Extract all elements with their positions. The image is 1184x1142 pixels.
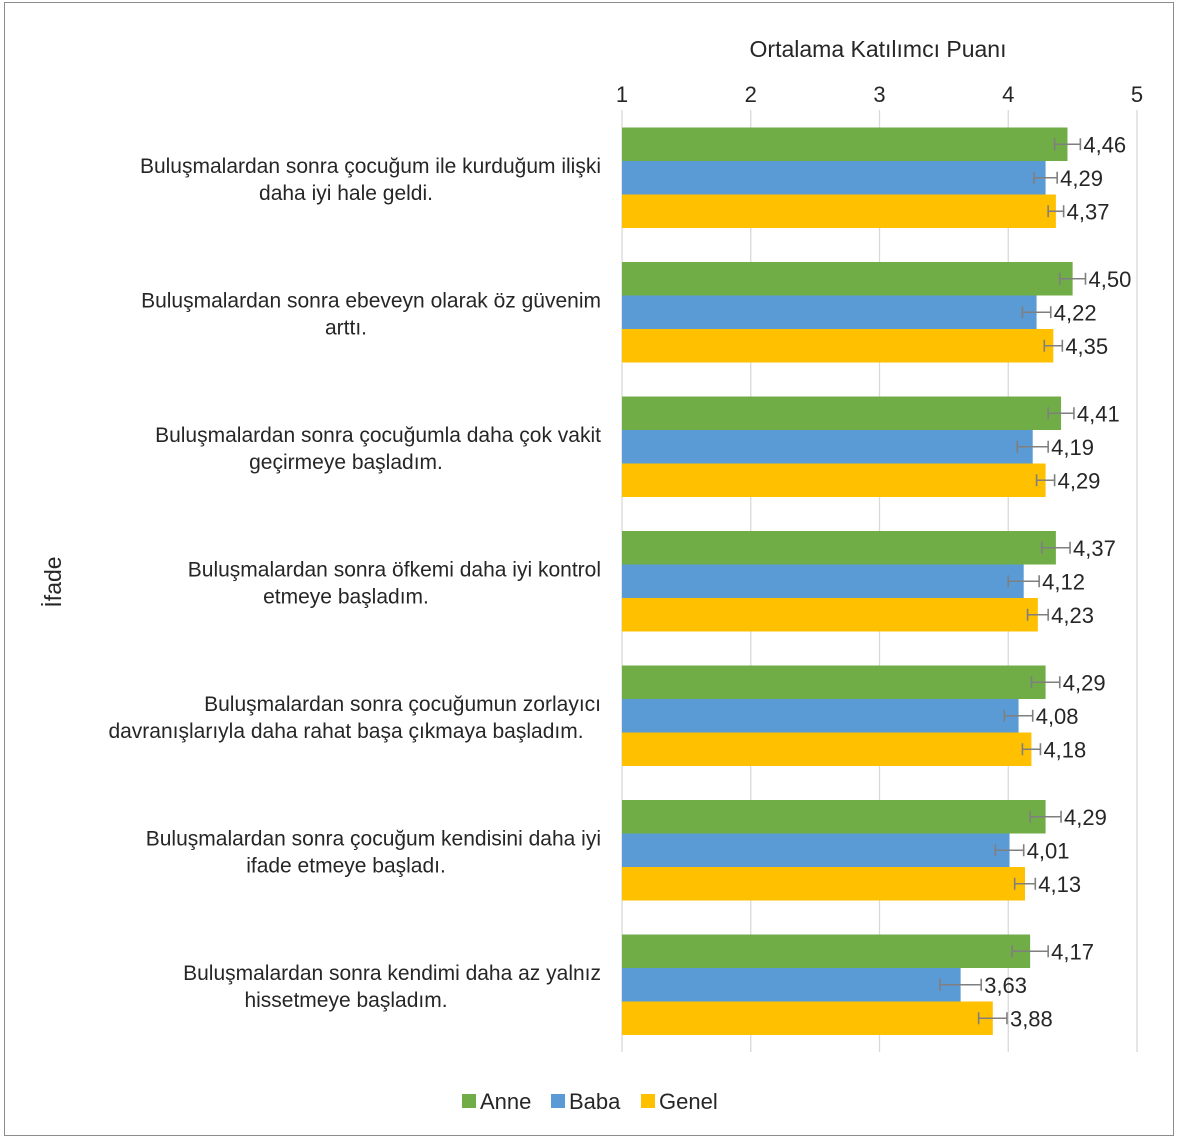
error-bar-anne-6 <box>1029 810 1062 823</box>
error-bar-anne-1 <box>1053 138 1082 151</box>
error-bar-baba-4 <box>1007 575 1040 588</box>
error-bar-anne-2 <box>1058 272 1087 285</box>
category-label-5: Buluşmalardan sonra çocuğumun zorlayıcı d… <box>108 693 601 743</box>
error-bar-anne-3 <box>1047 407 1075 420</box>
value-label-anne-3: 4,41 <box>1077 401 1120 426</box>
error-bar-baba-3 <box>1016 440 1049 453</box>
value-label-genel-3: 4,29 <box>1058 468 1101 493</box>
bar-anne-1 <box>622 127 1068 161</box>
category-label-3: Buluşmalardan sonra çocuğumla daha çok v… <box>155 424 601 474</box>
value-label-baba-3: 4,19 <box>1051 435 1094 460</box>
bar-baba-6 <box>622 833 1010 867</box>
category-label-2: Buluşmalardan sonra ebeveyn olarak öz gü… <box>141 289 601 339</box>
category-label-7: Buluşmalardan sonra kendimi daha az yaln… <box>183 962 601 1012</box>
value-label-genel-2: 4,35 <box>1065 334 1108 359</box>
category-label-4: Buluşmalardan sonra öfkemi daha iyi kont… <box>188 558 601 608</box>
error-bars <box>939 138 1087 1025</box>
error-bar-genel-1 <box>1047 205 1065 218</box>
x-tick-label-3: 3 <box>873 82 885 107</box>
error-bar-genel-4 <box>1026 608 1049 621</box>
value-label-anne-6: 4,29 <box>1064 805 1107 830</box>
value-label-genel-7: 3,88 <box>1010 1006 1053 1031</box>
error-bar-genel-2 <box>1043 339 1064 352</box>
value-label-baba-2: 4,22 <box>1054 300 1097 325</box>
x-axis-title: Ortalama Katılımcı Puanı <box>750 36 1007 62</box>
bar-genel-3 <box>622 463 1046 497</box>
legend-label-anne: Anne <box>480 1089 531 1114</box>
bar-genel-6 <box>622 867 1025 901</box>
bar-baba-1 <box>622 161 1046 195</box>
bar-genel-2 <box>622 329 1054 363</box>
bar-baba-3 <box>622 430 1033 464</box>
value-label-genel-1: 4,37 <box>1067 199 1110 224</box>
error-bar-genel-7 <box>977 1012 1008 1025</box>
value-label-anne-2: 4,50 <box>1089 267 1132 292</box>
legend-item-baba: Baba <box>551 1089 621 1114</box>
value-label-genel-4: 4,23 <box>1051 603 1094 628</box>
x-tick-labels: 1 2 3 4 5 <box>616 82 1143 107</box>
value-label-baba-7: 3,63 <box>984 973 1027 998</box>
legend-swatch-baba <box>551 1094 565 1108</box>
value-label-anne-5: 4,29 <box>1063 670 1106 695</box>
value-label-genel-6: 4,13 <box>1038 872 1081 897</box>
legend-item-genel: Genel <box>641 1089 718 1114</box>
bar-anne-4 <box>622 531 1056 565</box>
error-bar-baba-6 <box>994 844 1025 857</box>
bar-baba-5 <box>622 699 1019 733</box>
value-label-anne-1: 4,46 <box>1083 132 1126 157</box>
error-bar-anne-7 <box>1011 945 1049 958</box>
bar-genel-1 <box>622 194 1056 228</box>
bar-anne-5 <box>622 665 1046 699</box>
bar-baba-7 <box>622 968 961 1002</box>
value-label-baba-5: 4,08 <box>1036 704 1079 729</box>
bars <box>622 127 1073 1035</box>
bar-genel-5 <box>622 732 1032 766</box>
error-bar-baba-2 <box>1021 306 1052 319</box>
category-label-1: Buluşmalardan sonra çocuğum ile kurduğum… <box>140 155 601 205</box>
legend-swatch-anne <box>462 1094 476 1108</box>
legend-item-anne: Anne <box>462 1089 531 1114</box>
x-tick-label-5: 5 <box>1131 82 1143 107</box>
bar-anne-6 <box>622 800 1046 834</box>
bar-genel-4 <box>622 598 1038 632</box>
value-label-baba-1: 4,29 <box>1060 166 1103 191</box>
error-bar-anne-4 <box>1040 541 1071 554</box>
bar-anne-2 <box>622 262 1073 296</box>
value-label-anne-4: 4,37 <box>1073 536 1116 561</box>
error-bar-genel-5 <box>1021 743 1042 756</box>
error-bar-genel-3 <box>1035 474 1056 487</box>
error-bar-baba-5 <box>1003 709 1034 722</box>
legend: Anne Baba Genel <box>462 1089 718 1114</box>
bar-baba-4 <box>622 564 1024 598</box>
value-label-baba-4: 4,12 <box>1042 569 1085 594</box>
y-axis-title: İfade <box>40 556 66 607</box>
category-labels: Buluşmalardan sonra çocuğum ile kurduğum… <box>108 155 601 1012</box>
error-bar-genel-6 <box>1013 877 1037 890</box>
error-bar-baba-1 <box>1033 171 1058 184</box>
value-label-genel-5: 4,18 <box>1043 737 1086 762</box>
error-bar-anne-5 <box>1030 676 1061 689</box>
bar-anne-7 <box>622 934 1031 968</box>
category-label-6: Buluşmalardan sonra çocuğum kendisini da… <box>146 827 601 877</box>
x-tick-label-1: 1 <box>616 82 628 107</box>
value-labels: 4,46 4,29 4,37 4,50 4,22 4,35 4,41 4,19 4,29 4,37… <box>984 132 1131 1031</box>
value-label-anne-7: 4,17 <box>1051 939 1094 964</box>
bar-anne-3 <box>622 396 1062 430</box>
legend-label-baba: Baba <box>569 1089 621 1114</box>
x-tick-label-4: 4 <box>1002 82 1014 107</box>
legend-label-genel: Genel <box>659 1089 718 1114</box>
error-bar-baba-7 <box>939 978 983 991</box>
x-tick-label-2: 2 <box>745 82 757 107</box>
bar-genel-7 <box>622 1001 993 1035</box>
bar-baba-2 <box>622 295 1037 329</box>
value-label-baba-6: 4,01 <box>1027 838 1070 863</box>
legend-swatch-genel <box>641 1094 655 1108</box>
